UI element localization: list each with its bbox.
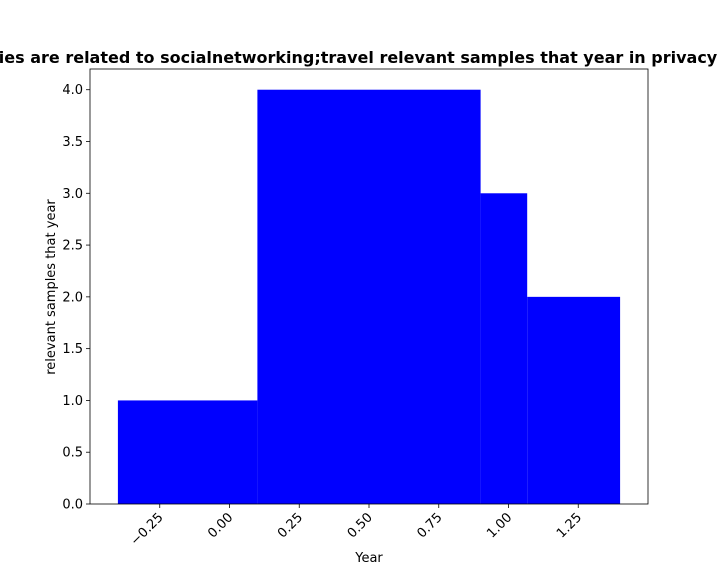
y-axis-label: relevant samples that year bbox=[44, 199, 59, 375]
bar-3 bbox=[527, 296, 621, 504]
y-tick-label: 1.5 bbox=[62, 342, 83, 357]
x-tick-label: 1.25 bbox=[554, 510, 585, 541]
x-tick-label: 0.75 bbox=[414, 510, 445, 541]
y-axis: 0.0 0.5 1.0 1.5 2.0 2.5 3.0 3.5 4.0 bbox=[62, 83, 90, 513]
bar-0 bbox=[117, 400, 258, 504]
x-tick-label: 1.00 bbox=[484, 510, 515, 541]
plot-frame bbox=[89, 68, 649, 505]
x-axis: −0.25 0.00 0.25 0.50 0.75 1.00 1.25 bbox=[128, 504, 585, 549]
y-tick-label: 3.5 bbox=[62, 135, 83, 150]
y-tick-label: 3.0 bbox=[62, 187, 83, 202]
y-tick-label: 2.0 bbox=[62, 290, 83, 305]
chart-title: ies are related to socialnetworking;trav… bbox=[0, 48, 718, 67]
y-tick-label: 2.5 bbox=[62, 239, 83, 254]
bar-1 bbox=[257, 89, 481, 504]
x-axis-label: Year bbox=[354, 551, 383, 566]
bars-layer bbox=[117, 89, 621, 505]
x-tick-label: 0.25 bbox=[275, 510, 306, 541]
y-tick-label: 0.5 bbox=[62, 446, 83, 461]
x-tick-label: −0.25 bbox=[128, 510, 167, 549]
y-tick-label: 1.0 bbox=[62, 394, 83, 409]
x-tick-label: 0.50 bbox=[345, 510, 376, 541]
x-tick-label: 0.00 bbox=[205, 510, 236, 541]
y-tick-label: 4.0 bbox=[62, 83, 83, 98]
y-tick-label: 0.0 bbox=[62, 498, 83, 513]
bar-2 bbox=[480, 193, 528, 505]
